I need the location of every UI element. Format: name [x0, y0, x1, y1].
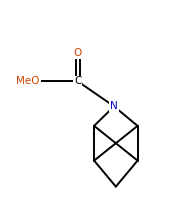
Text: MeO: MeO: [16, 76, 40, 86]
Text: C: C: [74, 76, 81, 86]
Text: N: N: [110, 101, 118, 111]
Text: O: O: [74, 48, 82, 58]
